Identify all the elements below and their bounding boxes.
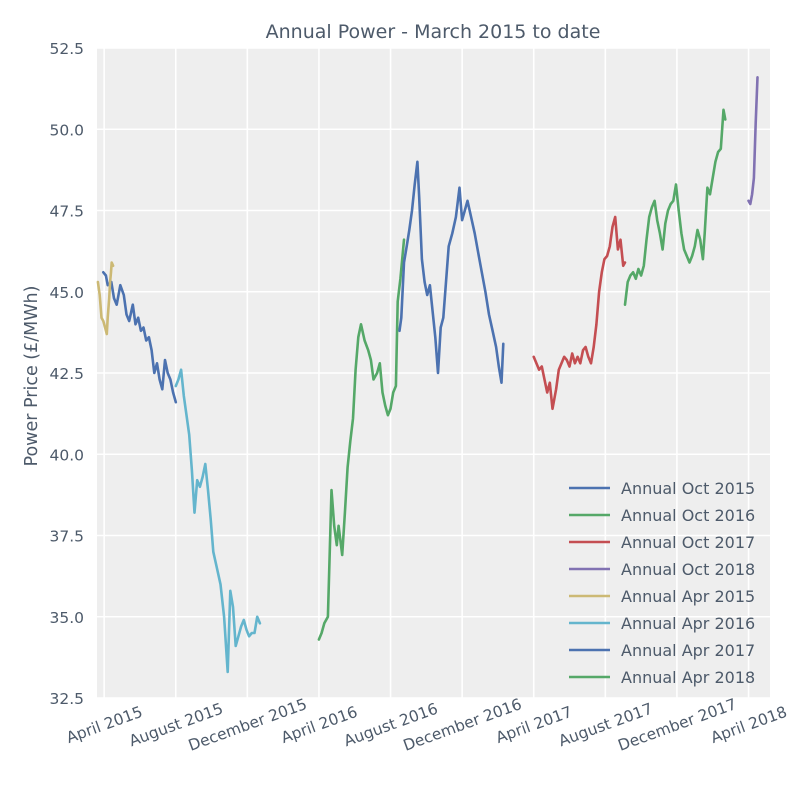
- series-line-8: [623, 108, 727, 307]
- legend-label: Annual Oct 2015: [621, 479, 755, 498]
- y-axis: 32.5 35.0 37.5 40.0 42.5 45.0 47.5 50.0 52.5: [49, 40, 84, 708]
- chart-title: Annual Power - March 2015 to date: [266, 21, 601, 43]
- series-line-6: [174, 368, 262, 674]
- legend-label: Annual Oct 2018: [621, 560, 755, 579]
- series-line-2: [317, 238, 406, 641]
- legend: Annual Oct 2015 Annual Oct 2016 Annual Oct…: [569, 479, 755, 687]
- series-line-1: [102, 270, 178, 404]
- y-axis-label: Power Price (£/MWh): [22, 286, 42, 467]
- legend-label: Annual Apr 2018: [621, 668, 755, 687]
- series-line-7: [398, 160, 505, 385]
- y-tick-label: 42.5: [49, 365, 84, 383]
- series-line-3: [532, 215, 627, 411]
- y-tick-label: 52.5: [49, 40, 84, 58]
- legend-label: Annual Oct 2017: [621, 533, 755, 552]
- grid: [97, 47, 770, 699]
- y-tick-label: 40.0: [49, 446, 84, 464]
- series-lines: [96, 76, 759, 674]
- y-tick-label: 45.0: [49, 284, 84, 302]
- y-tick-label: 37.5: [49, 528, 84, 546]
- legend-label: Annual Apr 2016: [621, 614, 755, 633]
- y-tick-label: 47.5: [49, 203, 84, 221]
- y-tick-label: 50.0: [49, 121, 84, 139]
- y-tick-label: 35.0: [49, 609, 84, 627]
- legend-label: Annual Apr 2015: [621, 587, 755, 606]
- series-line-5: [96, 261, 115, 336]
- legend-label: Annual Oct 2016: [621, 506, 755, 525]
- y-tick-label: 32.5: [49, 690, 84, 708]
- legend-label: Annual Apr 2017: [621, 641, 755, 660]
- series-line-4: [747, 76, 759, 206]
